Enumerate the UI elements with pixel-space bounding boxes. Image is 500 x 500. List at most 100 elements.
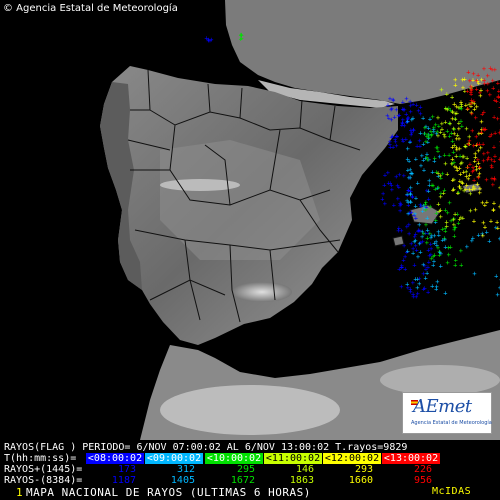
strike-mark: +: [471, 70, 475, 78]
strike-mark: +: [486, 72, 490, 80]
strike-mark: +: [415, 246, 419, 254]
strike-mark: +: [482, 150, 486, 158]
strike-mark: +: [391, 143, 395, 151]
strike-mark: +: [397, 184, 401, 192]
strike-mark: +: [418, 239, 422, 247]
central-range: [160, 179, 240, 191]
strike-mark: +: [465, 106, 469, 114]
strike-mark: +: [448, 132, 452, 140]
strike-mark: +: [420, 152, 424, 160]
strike-mark: +: [499, 138, 500, 146]
strike-mark: +: [440, 225, 444, 233]
strike-mark: +: [435, 283, 439, 291]
strike-mark: +: [405, 223, 409, 231]
strike-mark: +: [395, 132, 399, 140]
strike-mark: +: [481, 232, 485, 240]
strike-mark: +: [401, 116, 405, 124]
strike-mark: +: [421, 115, 425, 123]
strike-mark: +: [409, 209, 413, 217]
strike-mark: +: [452, 186, 456, 194]
strike-mark: +: [489, 218, 493, 226]
strike-mark: +: [418, 143, 422, 151]
strike-mark: +: [440, 126, 444, 134]
strike-mark: +: [452, 221, 456, 229]
strike-mark: +: [486, 156, 490, 164]
strike-mark: +: [417, 221, 421, 229]
time-range-cell-5: <12:00:02: [323, 453, 381, 464]
strike-mark: +: [411, 115, 415, 123]
strike-mark: +: [480, 76, 484, 84]
strike-mark: +: [498, 104, 500, 112]
strike-mark: +: [422, 230, 426, 238]
strike-mark: +: [443, 289, 447, 297]
strike-mark: +: [436, 201, 440, 209]
strike-mark: +: [401, 119, 405, 127]
strike-mark: +: [479, 129, 483, 137]
strike-mark: +: [406, 199, 410, 207]
strike-mark: +: [473, 206, 477, 214]
strike-mark: +: [434, 169, 438, 177]
strike-mark: +: [438, 129, 442, 137]
strike-mark: +: [480, 199, 484, 207]
strike-mark: +: [422, 167, 426, 175]
strike-mark: +: [446, 209, 450, 217]
strike-mark: +: [436, 173, 440, 181]
strike-mark: +: [464, 143, 468, 151]
strike-mark: +: [386, 169, 390, 177]
strike-mark: +: [411, 101, 415, 109]
strike-mark: +: [474, 77, 478, 85]
strike-mark: +: [451, 109, 455, 117]
logo-subtitle: Agencia Estatal de Meteorología: [411, 420, 492, 426]
strike-mark: +: [457, 165, 461, 173]
strike-mark: +: [498, 184, 500, 192]
negative-count-4: 1863: [289, 475, 314, 486]
strike-mark: +: [468, 172, 472, 180]
strike-mark: +: [454, 103, 458, 111]
strike-mark: +: [413, 275, 417, 283]
strike-mark: +: [417, 280, 421, 288]
strike-mark: +: [454, 257, 458, 265]
strike-mark: +: [424, 123, 428, 131]
strike-mark: +: [475, 141, 479, 149]
strike-mark: +: [397, 112, 401, 120]
strike-mark: +: [474, 114, 478, 122]
strike-mark: +: [425, 239, 429, 247]
strike-mark: +: [388, 95, 392, 103]
strike-mark: +: [407, 158, 411, 166]
strike-mark: +: [406, 145, 410, 153]
strike-mark: +: [416, 275, 420, 283]
strike-mark: +: [419, 203, 423, 211]
strike-mark: +: [432, 124, 436, 132]
strike-mark: +: [483, 224, 487, 232]
strike-mark: +: [442, 190, 446, 198]
strike-mark: +: [427, 259, 431, 267]
strike-mark: +: [467, 141, 471, 149]
strike-mark: +: [470, 127, 474, 135]
strike-mark: +: [448, 106, 452, 114]
strike-mark: +: [431, 113, 435, 121]
strike-mark: +: [426, 226, 430, 234]
strike-mark: +: [407, 174, 411, 182]
strike-mark: +: [418, 104, 422, 112]
strike-mark: +: [483, 201, 487, 209]
strike-mark: +: [434, 209, 438, 217]
strike-mark: +: [408, 288, 412, 296]
strike-mark: +: [405, 197, 409, 205]
strike-mark: +: [474, 166, 478, 174]
strike-mark: +: [386, 102, 390, 110]
portugal: [100, 82, 142, 290]
strike-mark: +: [423, 229, 427, 237]
strike-mark: +: [434, 217, 438, 225]
strike-mark: +: [418, 248, 422, 256]
strike-mark: +: [424, 204, 428, 212]
strike-mark: +: [472, 270, 476, 278]
strike-mark: +: [400, 264, 404, 272]
strike-mark: +: [402, 106, 406, 114]
strike-mark: +: [395, 133, 399, 141]
strike-mark: +: [429, 245, 433, 253]
credit-text: © Agencia Estatal de Meteorología: [3, 3, 178, 14]
strike-mark: +: [458, 104, 462, 112]
strike-mark: +: [433, 252, 437, 260]
logo-wordmark: AEmet: [413, 396, 472, 417]
strike-mark: +: [414, 230, 418, 238]
